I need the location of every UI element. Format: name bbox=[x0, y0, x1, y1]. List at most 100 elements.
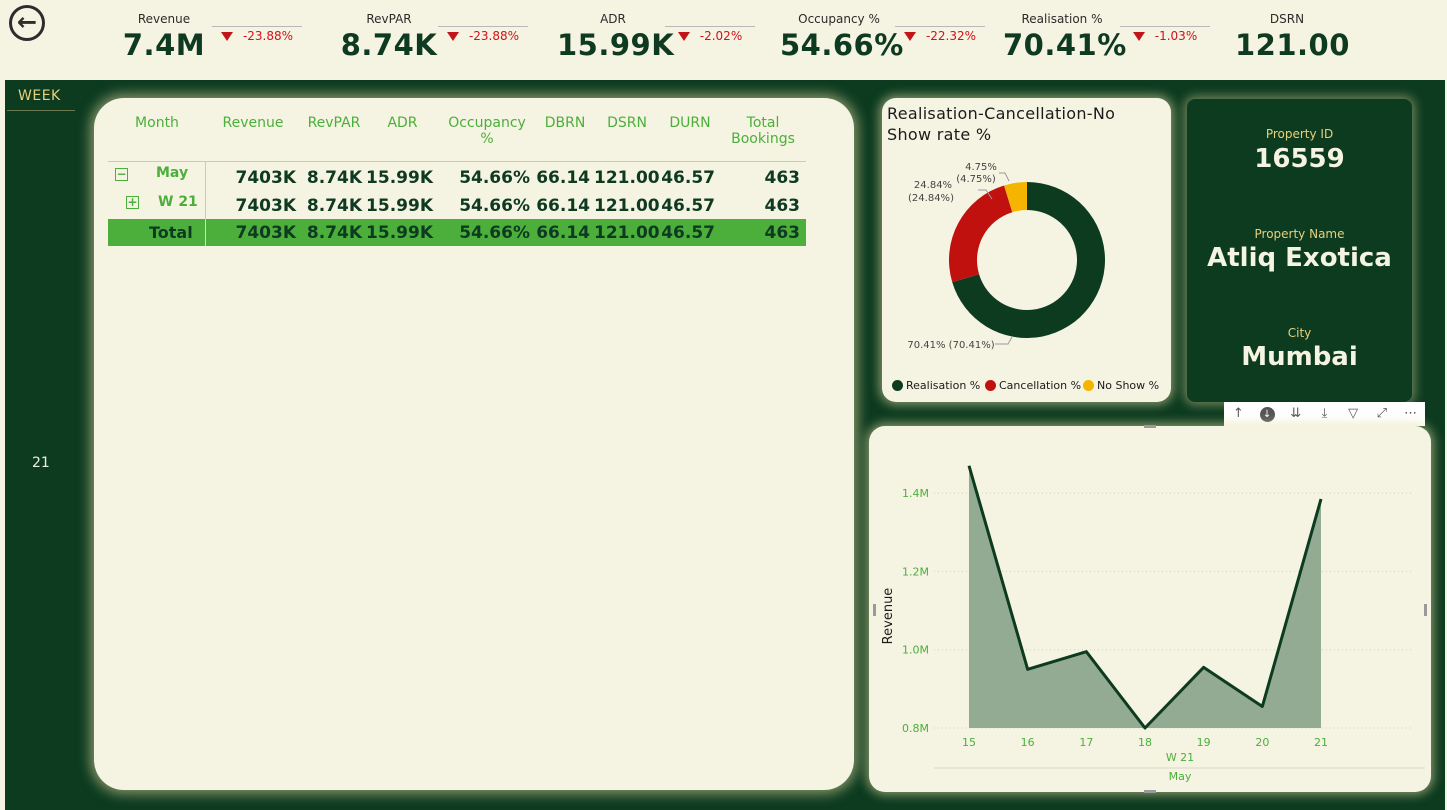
kpi-realisation: Realisation % 70.41% bbox=[1003, 12, 1127, 62]
y-tick-label: 0.8M bbox=[902, 722, 929, 735]
total-cell-dsrn: 121.00 bbox=[594, 223, 660, 243]
expand-icon[interactable]: + bbox=[126, 195, 139, 209]
col-header-durn[interactable]: DURN bbox=[669, 115, 711, 131]
resize-handle-left[interactable] bbox=[873, 604, 876, 616]
filter-icon[interactable]: ▽ bbox=[1348, 406, 1359, 421]
data-label-no-show-sub: (4.75%) bbox=[956, 174, 996, 185]
y-axis-title: Revenue bbox=[881, 588, 896, 645]
resize-handle-top[interactable] bbox=[1144, 425, 1156, 428]
property-id-label: Property ID bbox=[1265, 127, 1334, 141]
total-row: Total 7403K 8.74K 15.99K 54.66% 66.14 12… bbox=[108, 219, 806, 246]
x-tick-label: 16 bbox=[1021, 736, 1035, 749]
cell-durn: 46.57 bbox=[661, 168, 715, 188]
cell-occupancy: 54.66% bbox=[459, 196, 530, 216]
x-tick-label: 15 bbox=[962, 736, 976, 749]
kpi-label: Revenue bbox=[137, 12, 191, 26]
total-row-divider bbox=[205, 219, 206, 246]
matrix-visual: Month Revenue RevPAR ADR Occupancy % DBR… bbox=[94, 98, 854, 790]
donut-slice-cancellation[interactable] bbox=[949, 185, 1013, 283]
kpi-label: Realisation % bbox=[1021, 12, 1103, 26]
kpi-revpar: RevPAR 8.74K bbox=[340, 12, 438, 62]
kpi-label: RevPAR bbox=[366, 12, 412, 26]
expand-hierarchy-icon[interactable]: ⤓ bbox=[1321, 406, 1328, 421]
kpi-label: Occupancy % bbox=[798, 12, 880, 26]
next-level-icon[interactable]: ⇊ bbox=[1290, 406, 1302, 421]
kpi-dsrn: DSRN 121.00 bbox=[1235, 12, 1350, 62]
down-triangle-icon bbox=[903, 32, 916, 41]
kpi-label: DSRN bbox=[1269, 12, 1305, 26]
kpi-delta-realisation: -1.03% bbox=[1120, 26, 1210, 43]
kpi-value: 54.66% bbox=[780, 28, 904, 62]
drill-up-icon[interactable]: ↑ bbox=[1232, 406, 1244, 421]
col-header-revenue[interactable]: Revenue bbox=[222, 115, 284, 131]
collapse-icon[interactable]: − bbox=[115, 167, 128, 181]
kpi-value: 70.41% bbox=[1003, 28, 1127, 62]
col-header-revpar[interactable]: RevPAR bbox=[307, 115, 361, 131]
kpi-occupancy: Occupancy % 54.66% bbox=[780, 12, 904, 62]
col-header-occupancy[interactable]: Occupancy % bbox=[448, 115, 526, 147]
drill-down-toggle-icon[interactable]: ↓ bbox=[1256, 404, 1278, 424]
property-name-value: Atliq Exotica bbox=[1207, 243, 1392, 273]
kpi-label: ADR bbox=[600, 12, 626, 26]
legend-item-realisation[interactable]: Realisation % bbox=[892, 379, 980, 392]
cell-dbrn: 66.14 bbox=[536, 168, 590, 188]
col-header-adr[interactable]: ADR bbox=[387, 115, 418, 131]
cell-total-bookings: 463 bbox=[764, 196, 801, 216]
legend-dot-icon bbox=[1083, 380, 1094, 391]
kpi-delta-revpar: -23.88% bbox=[438, 26, 528, 43]
kpi-delta-revenue: -23.88% bbox=[212, 26, 302, 43]
col-header-month[interactable]: Month bbox=[135, 115, 179, 131]
revenue-area-chart-visual: 0.8M 1.0M 1.2M 1.4M 15 16 17 18 19 20 21 Revenue … bbox=[869, 425, 1431, 793]
cell-adr: 15.99K bbox=[366, 168, 433, 188]
back-button[interactable]: ← bbox=[9, 5, 45, 41]
col-header-dbrn[interactable]: DBRN bbox=[544, 115, 586, 131]
resize-handle-right[interactable] bbox=[1424, 604, 1427, 616]
property-id-value: 16559 bbox=[1254, 144, 1345, 174]
col-header-total-bookings[interactable]: Total Bookings bbox=[731, 115, 795, 147]
total-cell-revpar: 8.74K bbox=[306, 223, 362, 243]
series-line bbox=[967, 465, 1323, 730]
x-group-label-month: May bbox=[1169, 770, 1192, 783]
x-group-label-week: W 21 bbox=[1166, 751, 1194, 764]
y-tick-label: 1.0M bbox=[902, 644, 929, 657]
cell-durn: 46.57 bbox=[661, 196, 715, 216]
col-header-dsrn[interactable]: DSRN bbox=[607, 115, 647, 131]
week-slicer-item[interactable]: 21 bbox=[32, 455, 50, 471]
legend-item-no-show[interactable]: No Show % bbox=[1083, 379, 1159, 392]
down-triangle-icon bbox=[446, 32, 459, 41]
x-tick-label: 19 bbox=[1197, 736, 1211, 749]
donut-slice-no-show[interactable] bbox=[1004, 182, 1027, 213]
kpi-value: 8.74K bbox=[340, 28, 438, 62]
donut-slice-realisation[interactable] bbox=[952, 182, 1105, 338]
y-tick-label: 1.4M bbox=[902, 487, 929, 500]
more-options-icon[interactable]: ⋯ bbox=[1404, 406, 1418, 421]
kpi-value: 121.00 bbox=[1235, 28, 1350, 62]
total-cell-durn: 46.57 bbox=[661, 223, 715, 243]
donut-chart: 4.75% (4.75%) 24.84% (24.84%) 70.41% (70… bbox=[907, 162, 1105, 351]
kpi-revenue: Revenue 7.4M bbox=[120, 12, 208, 62]
x-tick-label: 17 bbox=[1079, 736, 1093, 749]
focus-mode-icon[interactable]: ⤢ bbox=[1376, 406, 1388, 421]
row-label-month: May bbox=[156, 165, 189, 181]
cell-dsrn: 121.00 bbox=[594, 196, 660, 216]
week-slicer bbox=[5, 80, 77, 810]
cell-revpar: 8.74K bbox=[306, 168, 362, 188]
x-tick-label: 21 bbox=[1314, 736, 1328, 749]
kpi-adr: ADR 15.99K bbox=[557, 12, 674, 62]
revenue-area-chart: 0.8M1.0M1.2M1.4M 15 16 17 18 19 20 21 Revenue … bbox=[881, 465, 1425, 783]
total-cell-dbrn: 66.14 bbox=[536, 223, 590, 243]
legend-item-cancellation[interactable]: Cancellation % bbox=[985, 379, 1081, 392]
week-slicer-title: WEEK bbox=[18, 88, 61, 104]
resize-handle-bottom[interactable] bbox=[1144, 790, 1156, 793]
y-tick-label: 1.2M bbox=[902, 565, 929, 578]
total-cell-total-bookings: 463 bbox=[764, 223, 801, 243]
total-cell-adr: 15.99K bbox=[366, 223, 433, 243]
city-label: City bbox=[1287, 326, 1312, 340]
cell-dbrn: 66.14 bbox=[536, 196, 590, 216]
down-triangle-icon bbox=[677, 32, 690, 41]
area-fill bbox=[969, 465, 1321, 728]
x-tick-label: 20 bbox=[1255, 736, 1269, 749]
property-card: Property ID 16559 Property Name Atliq Ex… bbox=[1187, 99, 1412, 402]
cell-occupancy: 54.66% bbox=[459, 168, 530, 188]
x-tick-label: 18 bbox=[1138, 736, 1152, 749]
